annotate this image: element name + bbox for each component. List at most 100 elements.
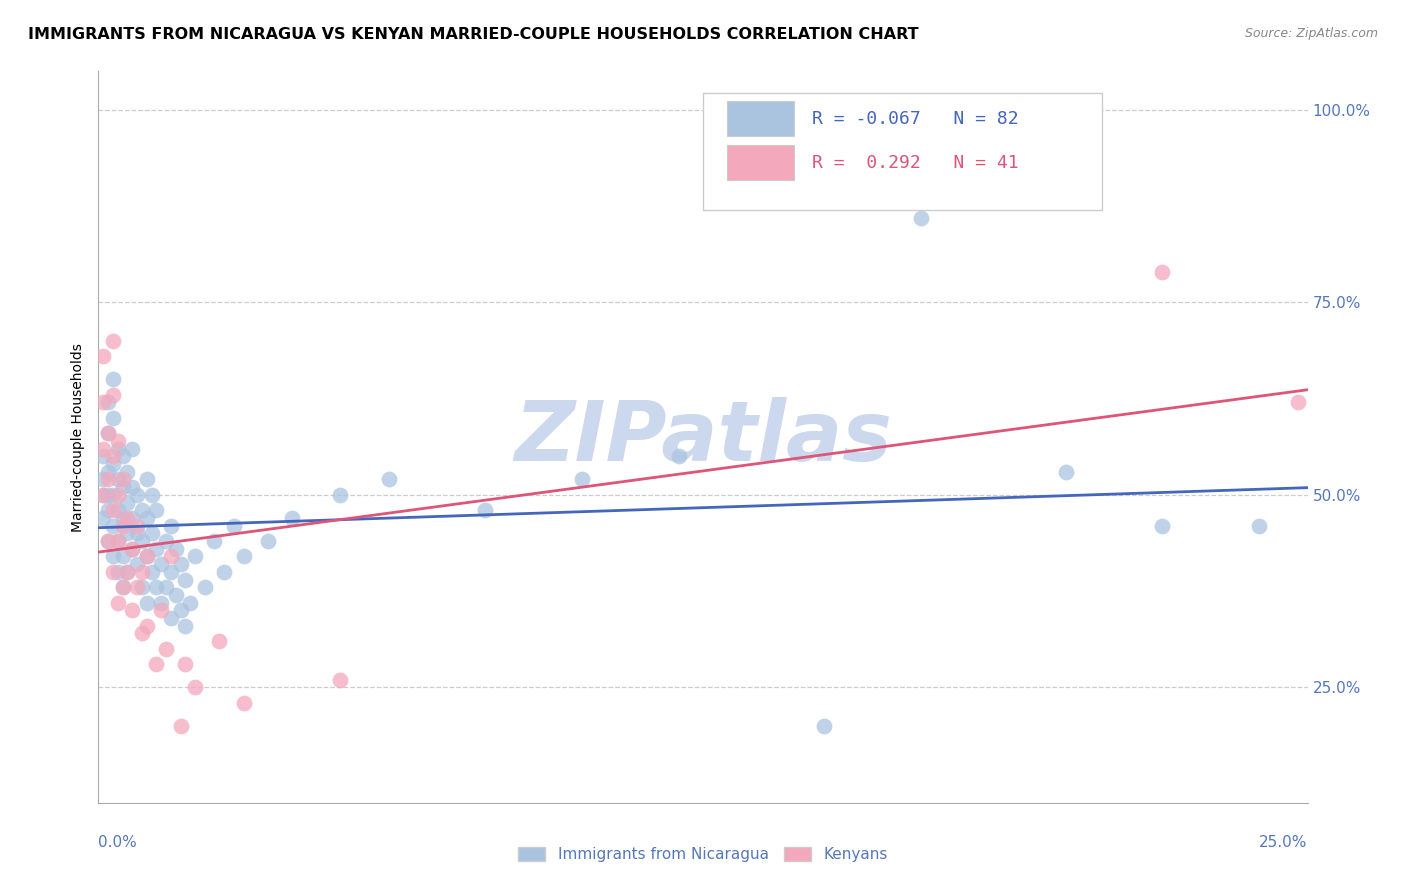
Point [813,719,835,733]
Point [127,557,149,571]
Point [281,511,304,525]
Point [117,565,139,579]
Point [474,503,496,517]
Point [111,518,134,533]
Text: 25.0%: 25.0% [1260,835,1308,850]
Point [150,596,173,610]
Text: R =  0.292   N = 41: R = 0.292 N = 41 [811,153,1018,172]
Text: R = -0.067   N = 82: R = -0.067 N = 82 [811,110,1018,128]
Point [107,534,129,549]
Point [101,503,124,517]
Point [91,442,114,456]
Point [101,410,124,425]
Point [135,511,157,525]
Point [232,549,254,564]
Point [97,426,120,441]
Point [101,565,124,579]
Point [668,450,690,464]
Point [212,565,235,579]
Point [1286,395,1309,409]
Point [97,534,120,549]
Point [121,603,143,617]
Point [131,503,153,517]
Point [127,526,149,541]
Point [222,518,245,533]
Point [155,580,177,594]
Point [160,518,183,533]
Point [101,388,124,402]
Point [117,465,139,479]
Point [165,541,187,556]
Point [169,557,191,571]
Point [97,465,120,479]
Point [1152,518,1174,533]
Point [141,488,163,502]
Point [117,495,139,509]
Point [131,580,153,594]
Legend: Immigrants from Nicaragua, Kenyans: Immigrants from Nicaragua, Kenyans [512,840,894,868]
Point [174,657,197,672]
Point [179,596,201,610]
Point [377,472,399,486]
Point [107,534,129,549]
Point [571,472,593,486]
Point [91,511,114,525]
Point [107,488,129,502]
Point [135,549,157,564]
Point [101,334,124,348]
Point [135,596,157,610]
Point [160,565,183,579]
Point [121,511,143,525]
Point [107,503,129,517]
Point [97,503,120,517]
Point [127,518,149,533]
Point [97,395,120,409]
Text: 0.0%: 0.0% [98,835,138,850]
Point [91,488,114,502]
Point [1249,518,1271,533]
Point [121,541,143,556]
Point [131,565,153,579]
Point [184,549,207,564]
Point [117,511,139,525]
Point [329,673,352,687]
Point [135,618,157,632]
Point [145,503,167,517]
Point [107,472,129,486]
Point [107,565,129,579]
Point [101,488,124,502]
Point [97,534,120,549]
Point [145,580,167,594]
Point [145,541,167,556]
Text: ZIPatlas: ZIPatlas [515,397,891,477]
Point [101,518,124,533]
Point [160,549,183,564]
FancyBboxPatch shape [703,94,1102,211]
Point [97,472,120,486]
Point [155,534,177,549]
Point [121,480,143,494]
Point [174,618,197,632]
Point [135,472,157,486]
Point [329,488,352,502]
Point [91,450,114,464]
Point [117,526,139,541]
Point [101,372,124,386]
Point [107,596,129,610]
Point [155,641,177,656]
Point [160,611,183,625]
Point [150,557,173,571]
Point [127,488,149,502]
Point [208,634,231,648]
Point [111,480,134,494]
Point [111,450,134,464]
Point [121,442,143,456]
Point [101,457,124,471]
Point [145,657,167,672]
Point [101,549,124,564]
Point [141,526,163,541]
Point [91,395,114,409]
FancyBboxPatch shape [727,145,794,180]
Point [184,681,207,695]
Point [91,472,114,486]
